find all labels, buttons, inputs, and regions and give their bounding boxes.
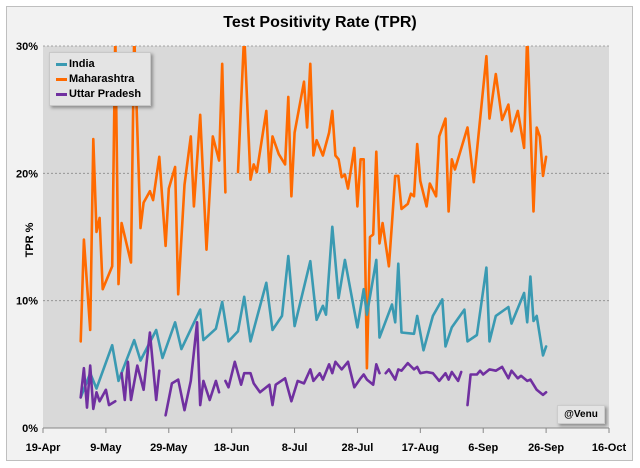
- series-line-segment: [120, 331, 161, 402]
- series-line-segment: [79, 46, 227, 343]
- legend: India Maharashtra Uttar Pradesh: [49, 52, 151, 106]
- series-line-segment: [164, 320, 221, 417]
- x-tick-label: 26-Sep: [528, 442, 564, 454]
- y-axis-label: TPR %: [24, 222, 36, 258]
- series-uttar-pradesh: [79, 320, 548, 417]
- y-tick-label: 0%: [22, 423, 38, 435]
- legend-swatch: [56, 77, 67, 81]
- legend-item-uttar-pradesh: Uttar Pradesh: [56, 87, 141, 101]
- legend-swatch: [56, 62, 67, 66]
- credit-annotation: @Venu: [557, 405, 605, 424]
- x-tick-label: 18-Jun: [214, 442, 250, 454]
- series-maharashtra: [79, 46, 548, 370]
- x-tick-label: 8-Jul: [282, 442, 308, 454]
- series-line-segment: [79, 225, 548, 399]
- series-line-segment: [384, 361, 463, 383]
- series-line-segment: [466, 365, 548, 407]
- legend-item-maharashtra: Maharashtra: [56, 72, 134, 86]
- legend-label: Uttar Pradesh: [69, 88, 142, 100]
- x-tick-label: 6-Sep: [468, 442, 498, 454]
- y-tick-label: 30%: [16, 41, 38, 53]
- series-line-segment: [79, 364, 117, 411]
- x-tick-label: 29-May: [150, 442, 188, 454]
- legend-swatch: [56, 92, 67, 96]
- x-tick-label: 28-Jul: [342, 442, 374, 454]
- y-tick-label: 20%: [16, 168, 38, 180]
- legend-item-india: India: [56, 57, 95, 71]
- legend-label: India: [69, 58, 95, 70]
- series-india: [79, 225, 548, 399]
- x-tick-label: 16-Oct: [592, 442, 627, 454]
- x-tick-label: 19-Apr: [26, 442, 62, 454]
- legend-label: Maharashtra: [69, 73, 135, 85]
- series-line-segment: [236, 46, 548, 370]
- series-line-segment: [224, 360, 381, 407]
- chart-title: Test Positivity Rate (TPR): [223, 14, 417, 31]
- x-tick-label: 9-May: [90, 442, 122, 454]
- x-tick-label: 17-Aug: [402, 442, 439, 454]
- y-tick-label: 10%: [16, 296, 38, 308]
